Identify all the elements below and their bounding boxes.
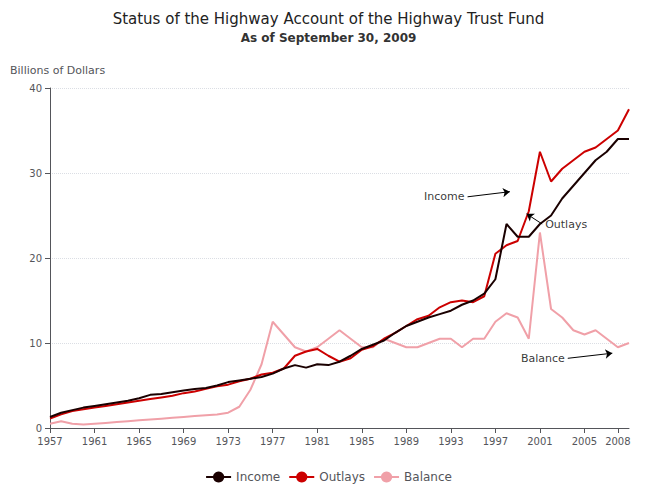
svg-text:As of September 30, 2009: As of September 30, 2009 [241,31,417,45]
svg-text:1981: 1981 [305,436,330,447]
svg-text:1973: 1973 [215,436,240,447]
svg-text:Outlays: Outlays [545,218,587,231]
svg-text:20: 20 [29,253,42,264]
svg-text:Outlays: Outlays [319,470,365,484]
svg-text:1965: 1965 [126,436,151,447]
svg-text:1989: 1989 [394,436,419,447]
svg-text:1993: 1993 [438,436,463,447]
svg-text:2001: 2001 [527,436,552,447]
svg-text:Balance: Balance [521,352,565,365]
svg-text:1977: 1977 [260,436,285,447]
svg-text:Status of the Highway Account: Status of the Highway Account of the Hig… [113,10,545,28]
svg-text:1969: 1969 [171,436,196,447]
svg-text:1997: 1997 [483,436,508,447]
svg-text:Income: Income [236,470,280,484]
svg-text:10: 10 [29,338,42,349]
svg-text:2008: 2008 [605,436,630,447]
svg-text:2005: 2005 [572,436,597,447]
svg-text:30: 30 [29,168,42,179]
svg-text:Balance: Balance [404,470,452,484]
svg-text:1985: 1985 [349,436,374,447]
svg-text:1957: 1957 [37,436,62,447]
svg-text:Billions of Dollars: Billions of Dollars [10,64,105,77]
svg-text:0: 0 [36,423,42,434]
svg-text:1961: 1961 [82,436,107,447]
svg-text:40: 40 [29,83,42,94]
svg-text:Income: Income [424,190,465,203]
